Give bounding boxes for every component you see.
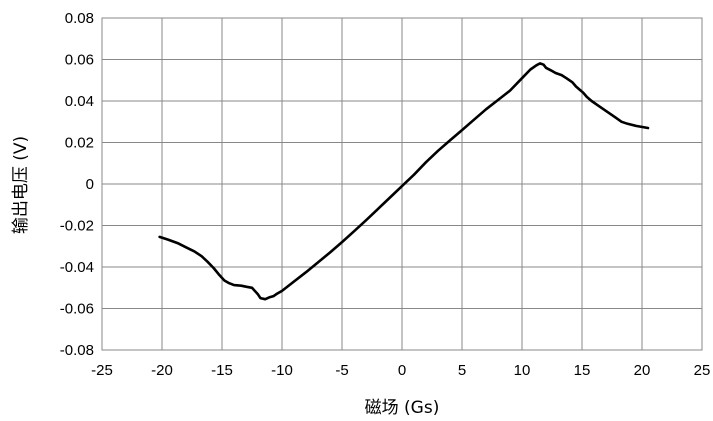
x-tick-label: 10 [514,362,531,379]
y-tick-label: -0.04 [60,259,94,276]
x-axis-label: 磁场 (Gs) [365,398,440,418]
y-tick-label: 0.04 [65,93,94,110]
y-tick-label: 0.08 [65,10,94,27]
x-tick-label: -25 [91,362,113,379]
x-tick-label: 25 [694,362,711,379]
x-tick-labels: -25 -20 -15 -10 -5 0 5 10 15 20 25 [91,362,710,379]
x-tick-label: 0 [398,362,406,379]
y-tick-label: -0.08 [60,342,94,359]
y-tick-label: -0.02 [60,218,94,235]
x-tick-label: -5 [335,362,348,379]
series-line [158,62,650,301]
grid-lines [101,17,703,351]
x-tick-label: -10 [271,362,293,379]
plot-frame [101,17,703,351]
y-tick-label: 0.06 [65,52,94,69]
y-tick-label: 0.02 [65,135,94,152]
y-tick-labels: -0.08 -0.06 -0.04 -0.02 0 0.02 0.04 0.06 0.08 [60,10,94,359]
x-tick-label: 5 [458,362,466,379]
x-tick-label: 15 [574,362,591,379]
y-tick-label: -0.06 [60,301,94,318]
x-tick-label: -20 [151,362,173,379]
y-axis-label: 输出电压 (V) [11,136,31,234]
y-tick-label: 0 [86,176,94,193]
x-tick-label: -15 [211,362,233,379]
x-tick-label: 20 [634,362,651,379]
